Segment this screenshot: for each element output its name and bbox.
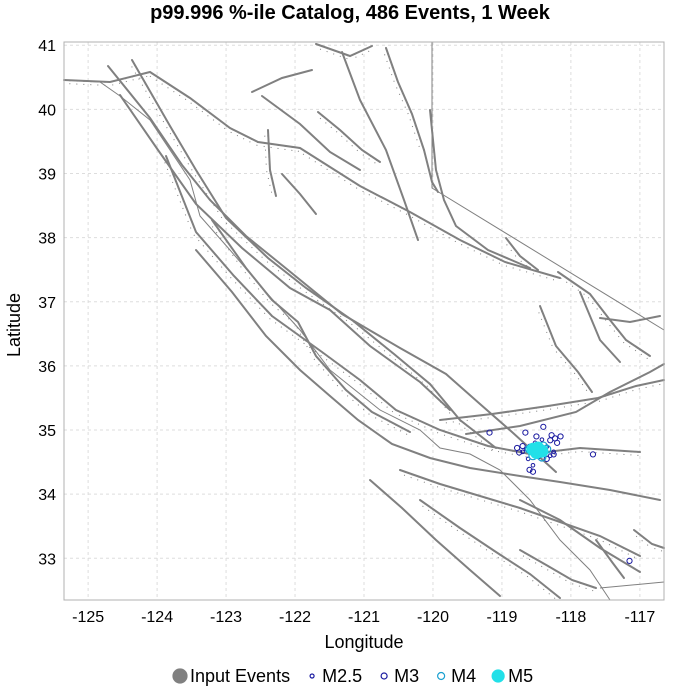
x-tick-label: -124 — [141, 609, 173, 626]
x-tick-label: -120 — [417, 609, 449, 626]
event-marker-m5 — [530, 446, 542, 458]
y-tick-label: 37 — [38, 295, 56, 312]
x-axis-label: Longitude — [324, 632, 403, 652]
y-tick-label: 34 — [38, 487, 56, 504]
legend-marker — [173, 669, 187, 683]
y-axis-label: Latitude — [4, 293, 24, 357]
x-tick-label: -118 — [555, 609, 586, 626]
legend-marker — [492, 670, 504, 682]
legend-label: M2.5 — [322, 666, 362, 686]
y-tick-labels: 33 34 35 36 37 38 39 40 41 — [38, 38, 56, 568]
x-tick-label: -119 — [487, 609, 518, 626]
legend-label: Input Events — [190, 666, 290, 686]
y-tick-label: 36 — [38, 359, 56, 376]
x-tick-label: -122 — [279, 609, 311, 626]
legend-label: M3 — [394, 666, 419, 686]
legend-label: M4 — [451, 666, 476, 686]
x-tick-label: -121 — [348, 609, 380, 626]
y-tick-label: 41 — [38, 38, 56, 55]
y-tick-label: 35 — [38, 423, 56, 440]
chart-title: p99.996 %-ile Catalog, 486 Events, 1 Wee… — [150, 2, 551, 24]
x-tick-labels: -125 -124 -123 -122 -121 -120 -119 -118 -117 — [72, 609, 655, 626]
y-tick-label: 38 — [38, 231, 56, 248]
y-tick-label: 33 — [38, 551, 56, 568]
y-tick-label: 40 — [38, 102, 56, 119]
y-tick-label: 39 — [38, 166, 56, 183]
legend-label: M5 — [508, 666, 533, 686]
x-tick-label: -123 — [210, 609, 242, 626]
x-tick-label: -117 — [624, 609, 655, 626]
x-tick-label: -125 — [72, 609, 104, 626]
